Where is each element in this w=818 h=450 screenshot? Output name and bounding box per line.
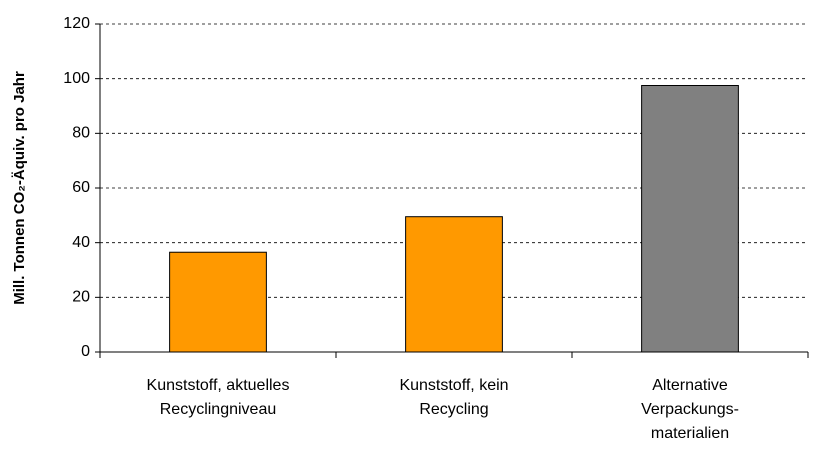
- y-tick-label: 0: [81, 343, 90, 360]
- bar: [405, 216, 503, 353]
- bar: [641, 85, 739, 353]
- x-tick-label: Kunststoff, kein: [399, 377, 508, 394]
- x-tick-label: Recycling: [419, 401, 488, 418]
- bar: [169, 251, 267, 353]
- x-tick-label: materialien: [651, 425, 729, 442]
- x-tick-label: Verpackungs-: [641, 401, 739, 418]
- x-tick-label: Recyclingniveau: [160, 401, 277, 418]
- y-axis-label: Mill. Tonnen CO₂-Äquiv. pro Jahr: [11, 71, 28, 305]
- y-tick-label: 20: [72, 289, 90, 306]
- y-tick-label: 60: [72, 179, 90, 196]
- x-tick-label: Kunststoff, aktuelles: [147, 377, 290, 394]
- y-tick-label: 120: [63, 15, 90, 32]
- y-tick-label: 100: [63, 70, 90, 87]
- y-tick-label: 80: [72, 125, 90, 142]
- y-tick-label: 40: [72, 234, 90, 251]
- x-tick-label: Alternative: [652, 377, 728, 394]
